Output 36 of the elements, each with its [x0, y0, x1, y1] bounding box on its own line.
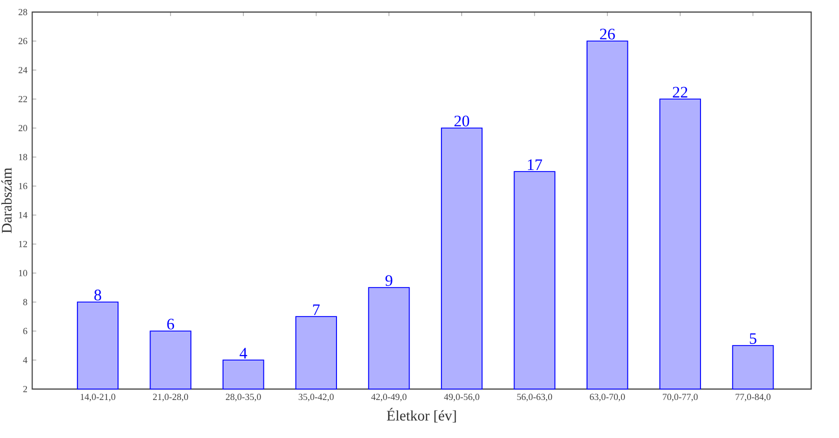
- data-label: 7: [313, 304, 320, 315]
- y-tick-label: 16: [18, 182, 28, 190]
- x-tick-label: 63,0-70,0: [590, 394, 625, 402]
- y-tick-label: 14: [18, 212, 28, 218]
- data-label: 26: [600, 28, 615, 40]
- x-tick-label: 49,0-56,0: [444, 394, 480, 402]
- x-tick-label: 56,0-63,0: [517, 394, 552, 402]
- y-tick-label: 10: [18, 270, 28, 276]
- y-tick-label: 12: [18, 240, 27, 248]
- x-tick-label: 28,0-35,0: [226, 394, 261, 402]
- y-tick-label: 18: [18, 154, 28, 160]
- y-tick-label: 26: [18, 38, 28, 44]
- y-tick-label: 24: [18, 66, 28, 74]
- y-axis-title: Darabszám: [1, 168, 12, 234]
- data-label: 9: [385, 275, 392, 286]
- y-tick-label: 8: [23, 298, 28, 306]
- y-tick-label: 6: [23, 328, 28, 334]
- data-label: 17: [528, 159, 542, 170]
- x-tick-label: 14,0-21,0: [80, 394, 116, 402]
- data-label: 6: [167, 318, 174, 330]
- data-label: 20: [454, 116, 470, 126]
- y-tick-label: 28: [18, 8, 28, 16]
- y-tick-label: 4: [23, 356, 28, 364]
- data-label: 5: [750, 333, 756, 344]
- x-tick-label: 70,0-77,0: [662, 394, 698, 402]
- x-tick-label: 21,0-28,0: [153, 394, 188, 402]
- data-label: 22: [672, 86, 688, 98]
- x-tick-label: 35,0-42,0: [298, 394, 334, 402]
- data-label: 8: [94, 290, 102, 300]
- x-tick-label: 42,0-49,0: [371, 394, 406, 402]
- x-tick-label: 77,0-84,0: [736, 394, 770, 402]
- y-tick-label: 22: [18, 96, 27, 102]
- x-axis-title: Életkor [év]: [386, 408, 456, 422]
- y-tick-label: 2: [23, 386, 27, 392]
- data-label: 4: [240, 348, 248, 358]
- y-tick-label: 20: [18, 124, 28, 132]
